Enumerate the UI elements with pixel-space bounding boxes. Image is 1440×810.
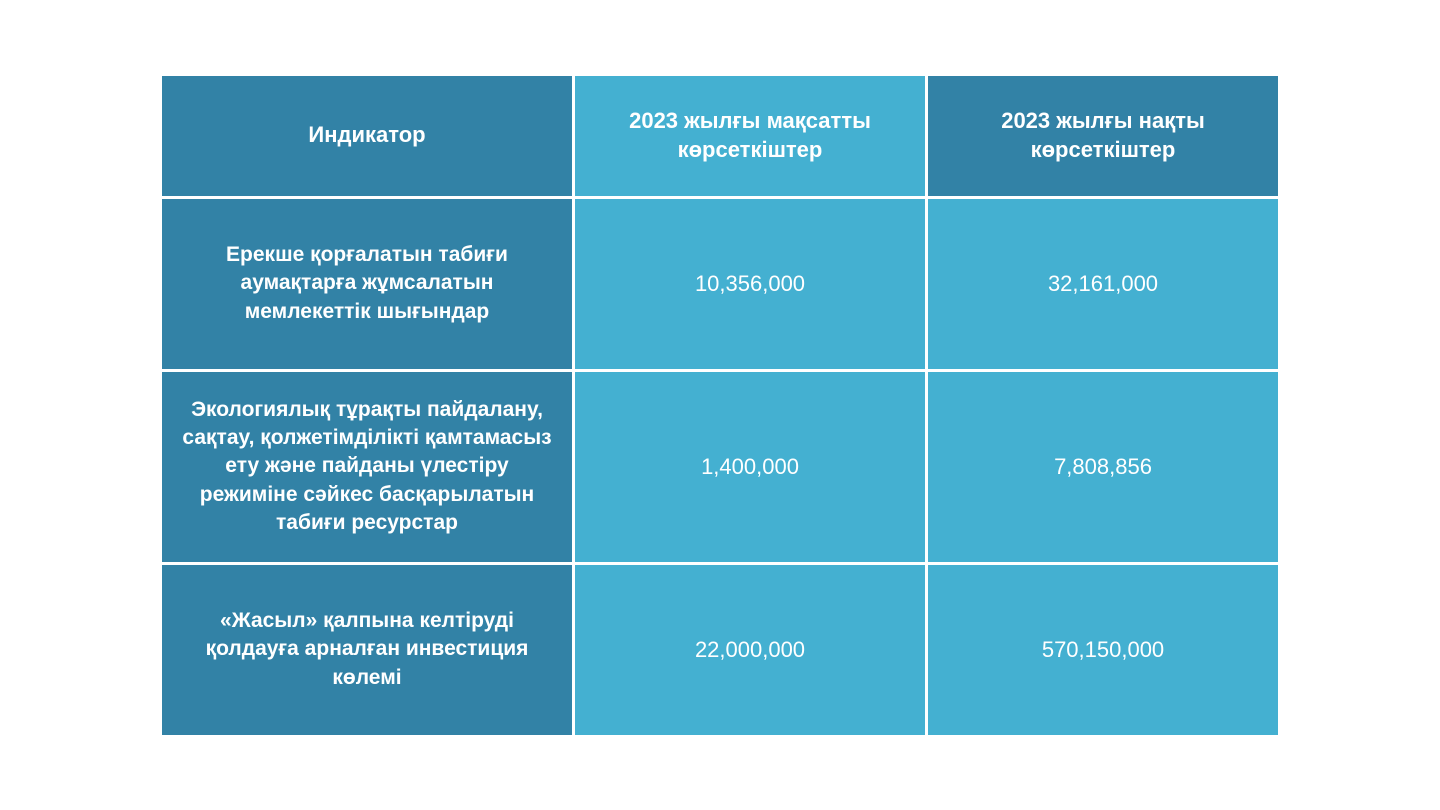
row-2-target: 22,000,000 [575, 565, 925, 735]
row-2-actual: 570,150,000 [928, 565, 1278, 735]
column-header-actual: 2023 жылғы нақты көрсеткіштер [928, 76, 1278, 196]
row-0-actual: 32,161,000 [928, 199, 1278, 369]
row-1-actual: 7,808,856 [928, 372, 1278, 562]
column-header-target: 2023 жылғы мақсатты көрсеткіштер [575, 76, 925, 196]
column-header-indicator: Индикатор [162, 76, 572, 196]
row-label-1: Экологиялық тұрақты пайдалану, сақтау, қ… [162, 372, 572, 562]
row-label-0: Ерекше қорғалатын табиғи аумақтарға жұмс… [162, 199, 572, 369]
row-1-target: 1,400,000 [575, 372, 925, 562]
row-label-2: «Жасыл» қалпына келтіруді қолдауға арнал… [162, 565, 572, 735]
indicators-table: Индикатор 2023 жылғы мақсатты көрсеткішт… [162, 76, 1278, 735]
row-0-target: 10,356,000 [575, 199, 925, 369]
